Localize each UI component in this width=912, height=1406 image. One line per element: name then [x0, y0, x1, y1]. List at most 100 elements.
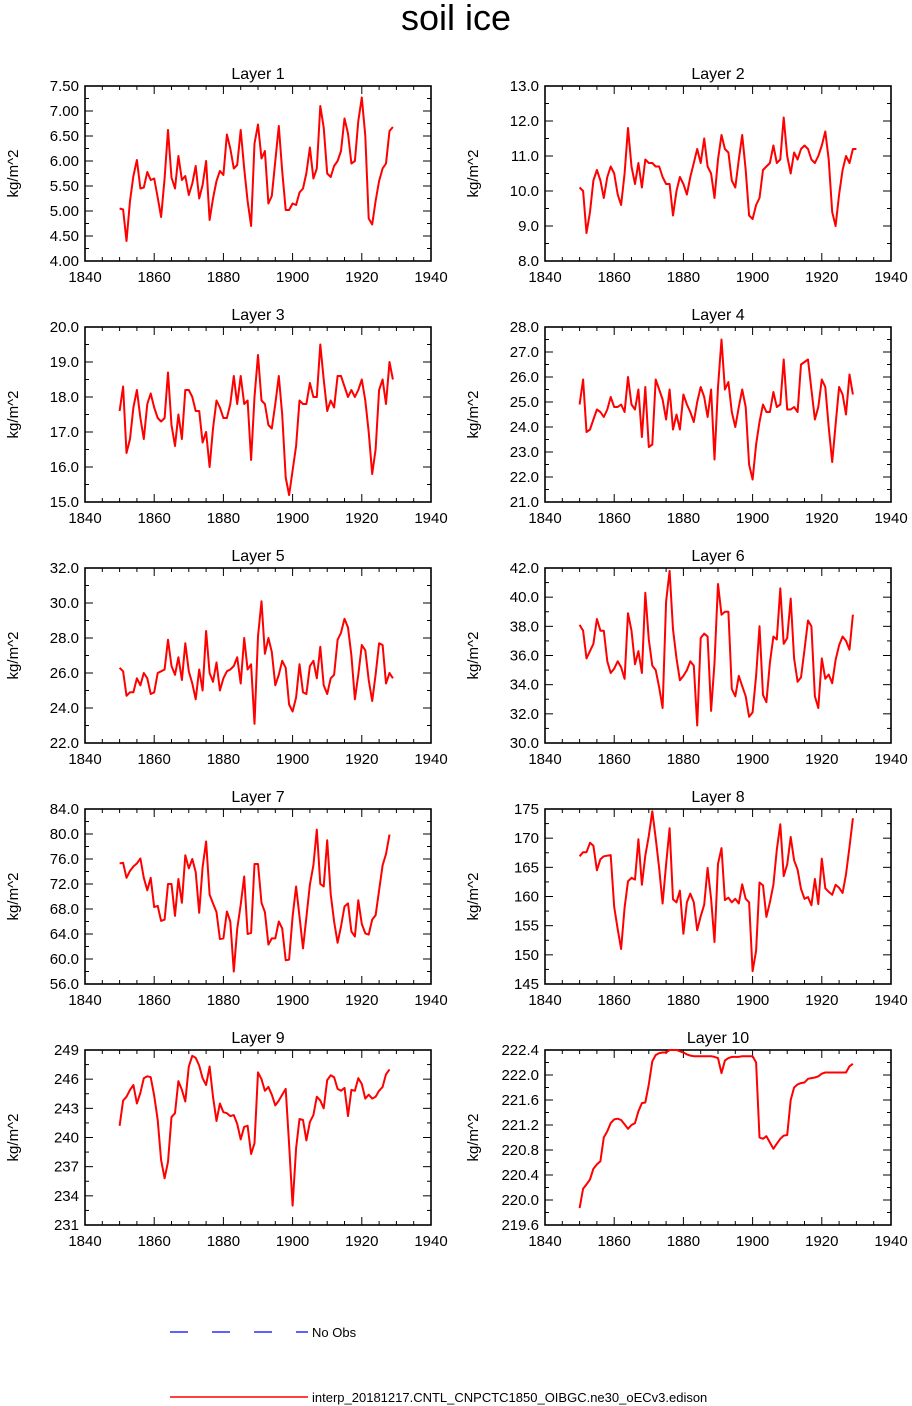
y-tick-label: 9.0 [518, 218, 539, 235]
y-tick-label: 4.50 [50, 228, 79, 245]
y-tick-label: 24.0 [510, 419, 539, 436]
x-tick-label: 1940 [414, 1233, 447, 1250]
y-tick-label: 22.0 [50, 735, 79, 752]
y-tick-label: 221.2 [501, 1117, 539, 1134]
plot-frame [544, 326, 892, 503]
y-tick-label: 24.0 [50, 700, 79, 717]
y-tick-label: 12.0 [510, 113, 539, 130]
legend-obs-label: No Obs [312, 1325, 357, 1340]
series-line [119, 96, 394, 242]
y-tick-label: 32.0 [50, 560, 79, 577]
x-tick-label: 1860 [138, 751, 171, 768]
legend: No Obs interp_20181217.CNTL_CNPCTC1850_O… [170, 1325, 707, 1405]
y-tick-label: 11.0 [511, 148, 539, 165]
y-tick-label: 5.50 [50, 178, 79, 195]
y-tick-label: 36.0 [510, 648, 539, 665]
y-tick-label: 155 [514, 918, 539, 935]
x-tick-label: 1840 [68, 269, 101, 286]
x-tick-label: 1840 [68, 1233, 101, 1250]
panel-title: Layer 10 [687, 1030, 749, 1047]
y-tick-label: 222.0 [501, 1067, 539, 1084]
x-tick-label: 1880 [207, 1233, 240, 1250]
x-tick-label: 1940 [874, 269, 907, 286]
y-tick-label: 56.0 [50, 976, 79, 993]
series-line [578, 810, 854, 973]
chart-panel-layer-6: Layer 6 1840 1860 1880 1900 1920 1940 30.0 32.0 3… [465, 548, 908, 768]
y-tick-label: 60.0 [50, 951, 79, 968]
x-tick-label: 1840 [68, 751, 101, 768]
x-tick-label: 1860 [598, 992, 631, 1009]
series-line [578, 116, 857, 234]
x-tick-label: 1880 [207, 269, 240, 286]
x-tick-label: 1880 [207, 510, 240, 527]
y-tick-label: 237 [54, 1159, 79, 1176]
x-tick-label: 1900 [276, 510, 309, 527]
series-line [578, 569, 854, 727]
y-tick-label: 76.0 [50, 851, 79, 868]
panel-title: Layer 2 [691, 66, 744, 83]
panel-title: Layer 5 [231, 548, 284, 565]
y-tick-label: 8.0 [518, 253, 539, 270]
series-line [119, 828, 391, 973]
plot-frame [84, 326, 432, 503]
y-axis-label: kg/m^2 [5, 632, 22, 680]
x-tick-label: 1860 [598, 510, 631, 527]
y-tick-label: 26.0 [50, 665, 79, 682]
x-tick-label: 1940 [414, 269, 447, 286]
x-tick-label: 1920 [345, 751, 378, 768]
y-tick-label: 23.0 [510, 444, 539, 461]
y-axis-label: kg/m^2 [5, 873, 22, 921]
x-tick-label: 1900 [736, 992, 769, 1009]
x-tick-label: 1900 [276, 269, 309, 286]
series-line [118, 343, 394, 496]
plot-frame [544, 85, 892, 262]
y-tick-label: 222.4 [501, 1042, 539, 1059]
x-tick-label: 1840 [528, 269, 561, 286]
x-tick-label: 1840 [528, 510, 561, 527]
y-tick-label: 34.0 [510, 677, 539, 694]
y-tick-label: 27.0 [510, 344, 539, 361]
y-axis-label: kg/m^2 [5, 1114, 22, 1162]
y-axis-label: kg/m^2 [465, 391, 482, 439]
y-tick-label: 32.0 [510, 706, 539, 723]
y-tick-label: 80.0 [50, 826, 79, 843]
chart-panels: Layer 1 1840 1860 1880 1900 1920 1940 4.00 4.50 5… [5, 66, 908, 1250]
series-line [118, 600, 394, 725]
y-tick-label: 13.0 [510, 78, 539, 95]
x-tick-label: 1900 [276, 992, 309, 1009]
y-tick-label: 243 [54, 1100, 79, 1117]
y-tick-label: 231 [54, 1217, 79, 1234]
x-tick-label: 1920 [345, 992, 378, 1009]
x-tick-label: 1920 [805, 751, 838, 768]
x-tick-label: 1940 [414, 751, 447, 768]
x-tick-label: 1840 [68, 510, 101, 527]
x-tick-label: 1840 [528, 751, 561, 768]
chart-panel-layer-3: Layer 3 1840 1860 1880 1900 1920 1940 15.0 16.0 1… [5, 307, 448, 527]
y-tick-label: 42.0 [510, 560, 539, 577]
y-axis-label: kg/m^2 [465, 873, 482, 921]
chart-panel-layer-8: Layer 8 1840 1860 1880 1900 1920 1940 145 150 155… [465, 789, 908, 1009]
x-tick-label: 1900 [736, 1233, 769, 1250]
y-tick-label: 220.4 [501, 1167, 539, 1184]
y-tick-label: 6.50 [50, 128, 79, 145]
y-tick-label: 84.0 [50, 801, 79, 818]
x-tick-label: 1920 [805, 269, 838, 286]
x-tick-label: 1860 [138, 269, 171, 286]
y-tick-label: 5.00 [50, 203, 79, 220]
y-tick-label: 28.0 [50, 630, 79, 647]
x-tick-label: 1860 [598, 1233, 631, 1250]
x-tick-label: 1880 [667, 269, 700, 286]
y-tick-label: 234 [54, 1188, 79, 1205]
x-tick-label: 1920 [805, 1233, 838, 1250]
panel-title: Layer 3 [231, 307, 284, 324]
y-tick-label: 6.00 [50, 153, 79, 170]
panel-title: Layer 7 [231, 789, 284, 806]
plot-frame [84, 85, 432, 262]
x-tick-label: 1940 [414, 992, 447, 1009]
x-tick-label: 1880 [667, 510, 700, 527]
figure-title: soil ice [401, 0, 511, 38]
chart-panel-layer-4: Layer 4 1840 1860 1880 1900 1920 1940 21.0 22.0 2… [465, 307, 908, 527]
chart-panel-layer-1: Layer 1 1840 1860 1880 1900 1920 1940 4.00 4.50 5… [5, 66, 448, 286]
y-tick-label: 249 [54, 1042, 79, 1059]
